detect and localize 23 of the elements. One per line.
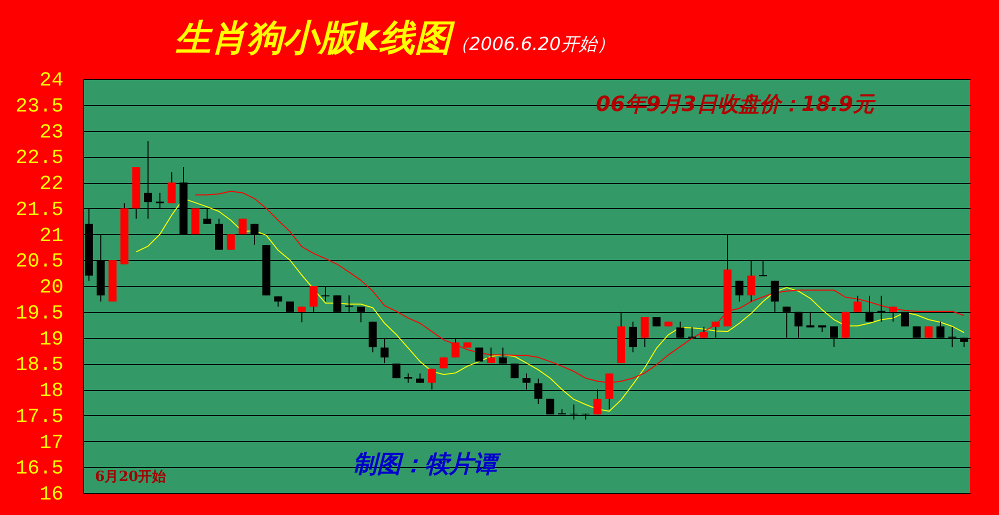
candlestick	[404, 372, 412, 384]
y-tick-label: 18	[39, 380, 64, 403]
y-tick-label: 23.5	[15, 95, 64, 118]
y-tick-label: 20	[39, 276, 64, 300]
chart-subtitle: （2006.6.20开始）	[451, 34, 615, 55]
candlestick	[652, 316, 661, 327]
y-tick-label: 18.5	[15, 354, 64, 378]
y-tick-label: 21	[39, 224, 64, 248]
y-tick-label: 16.5	[15, 458, 64, 481]
candlestick	[416, 372, 424, 384]
y-tick-label: 23	[39, 121, 64, 144]
y-tick-label: 22	[39, 173, 64, 196]
y-tick-label: 21.5	[15, 198, 64, 222]
candlestick	[475, 347, 484, 362]
annotation: 6月20开始	[95, 469, 168, 485]
y-tick-label: 19	[39, 328, 64, 352]
y-tick-label: 20.5	[15, 250, 64, 274]
y-tick-label: 16	[39, 484, 64, 506]
y-tick-label: 22.5	[15, 147, 64, 170]
y-tick-label: 17	[39, 432, 64, 455]
y-tick-label: 24	[39, 70, 64, 92]
y-tick-label: 17.5	[15, 406, 64, 429]
y-tick-label: 19.5	[15, 302, 64, 326]
